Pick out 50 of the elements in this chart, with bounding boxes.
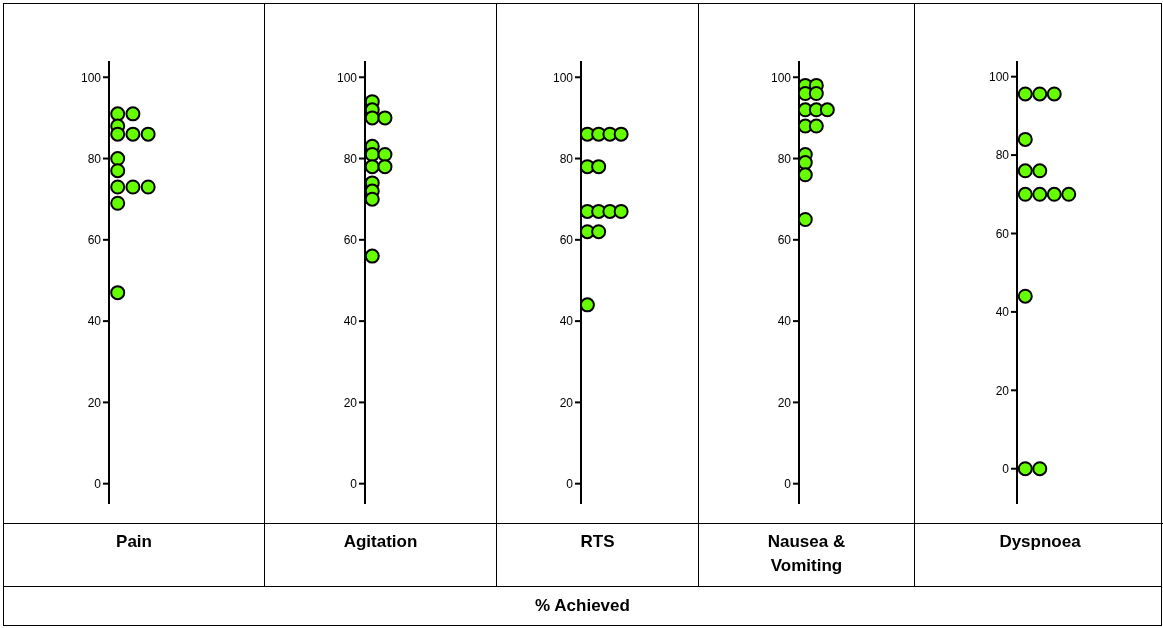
y-tick-label: 100	[80, 70, 102, 85]
point	[110, 163, 126, 179]
point	[365, 248, 380, 264]
y-tick-label: 100	[336, 70, 358, 85]
y-tick-label: 0	[784, 476, 792, 491]
point	[365, 191, 380, 207]
point	[110, 285, 126, 301]
point	[110, 195, 126, 211]
y-tick-label: 40	[343, 314, 358, 329]
y-tick-label: 40	[559, 314, 574, 329]
x-tick-label: Dyspnoea	[999, 531, 1081, 553]
y-tick-label: 100	[988, 69, 1010, 84]
y-tick-label: 80	[559, 151, 574, 166]
y-tick-label: 100	[552, 70, 574, 85]
y-tick-label: 0	[566, 476, 574, 491]
y-tick-label: 0	[350, 476, 358, 491]
y-tick-label: 80	[995, 148, 1010, 163]
y-tick-label: 0	[1002, 461, 1010, 476]
point	[110, 179, 126, 195]
point	[799, 212, 813, 228]
y-tick-label: 80	[343, 151, 358, 166]
point	[799, 167, 813, 183]
y-tick-label: 0	[94, 476, 102, 491]
y-tick-label: 100	[770, 70, 792, 85]
point	[365, 110, 380, 126]
y-tick-label: 40	[995, 305, 1010, 320]
y-tick-label: 60	[87, 233, 102, 248]
y-tick-label: 40	[777, 314, 792, 329]
point	[110, 106, 126, 122]
x-tick-label: Pain	[116, 531, 152, 553]
point	[110, 151, 126, 167]
y-tick-label: 60	[777, 233, 792, 248]
point	[365, 159, 380, 175]
y-tick-label: 80	[87, 151, 102, 166]
point	[110, 126, 126, 142]
y-tick-label: 20	[559, 395, 574, 410]
y-tick-label: 60	[995, 226, 1010, 241]
y-tick-label: 60	[559, 233, 574, 248]
x-tick-label: RTS	[580, 531, 615, 553]
x-tick-label: Agitation	[343, 531, 418, 553]
text: % Achieved	[4, 586, 1161, 625]
y-tick-label: 20	[995, 383, 1010, 398]
y-tick-label: 20	[87, 395, 102, 410]
y-tick-label: 60	[343, 233, 358, 248]
y-tick-label: 40	[87, 314, 102, 329]
point	[799, 155, 813, 171]
y-tick-label: 80	[777, 151, 792, 166]
x-tick-label: Nausea & Vomiting	[766, 531, 847, 577]
y-tick-label: 20	[343, 395, 358, 410]
y-tick-label: 20	[777, 395, 792, 410]
